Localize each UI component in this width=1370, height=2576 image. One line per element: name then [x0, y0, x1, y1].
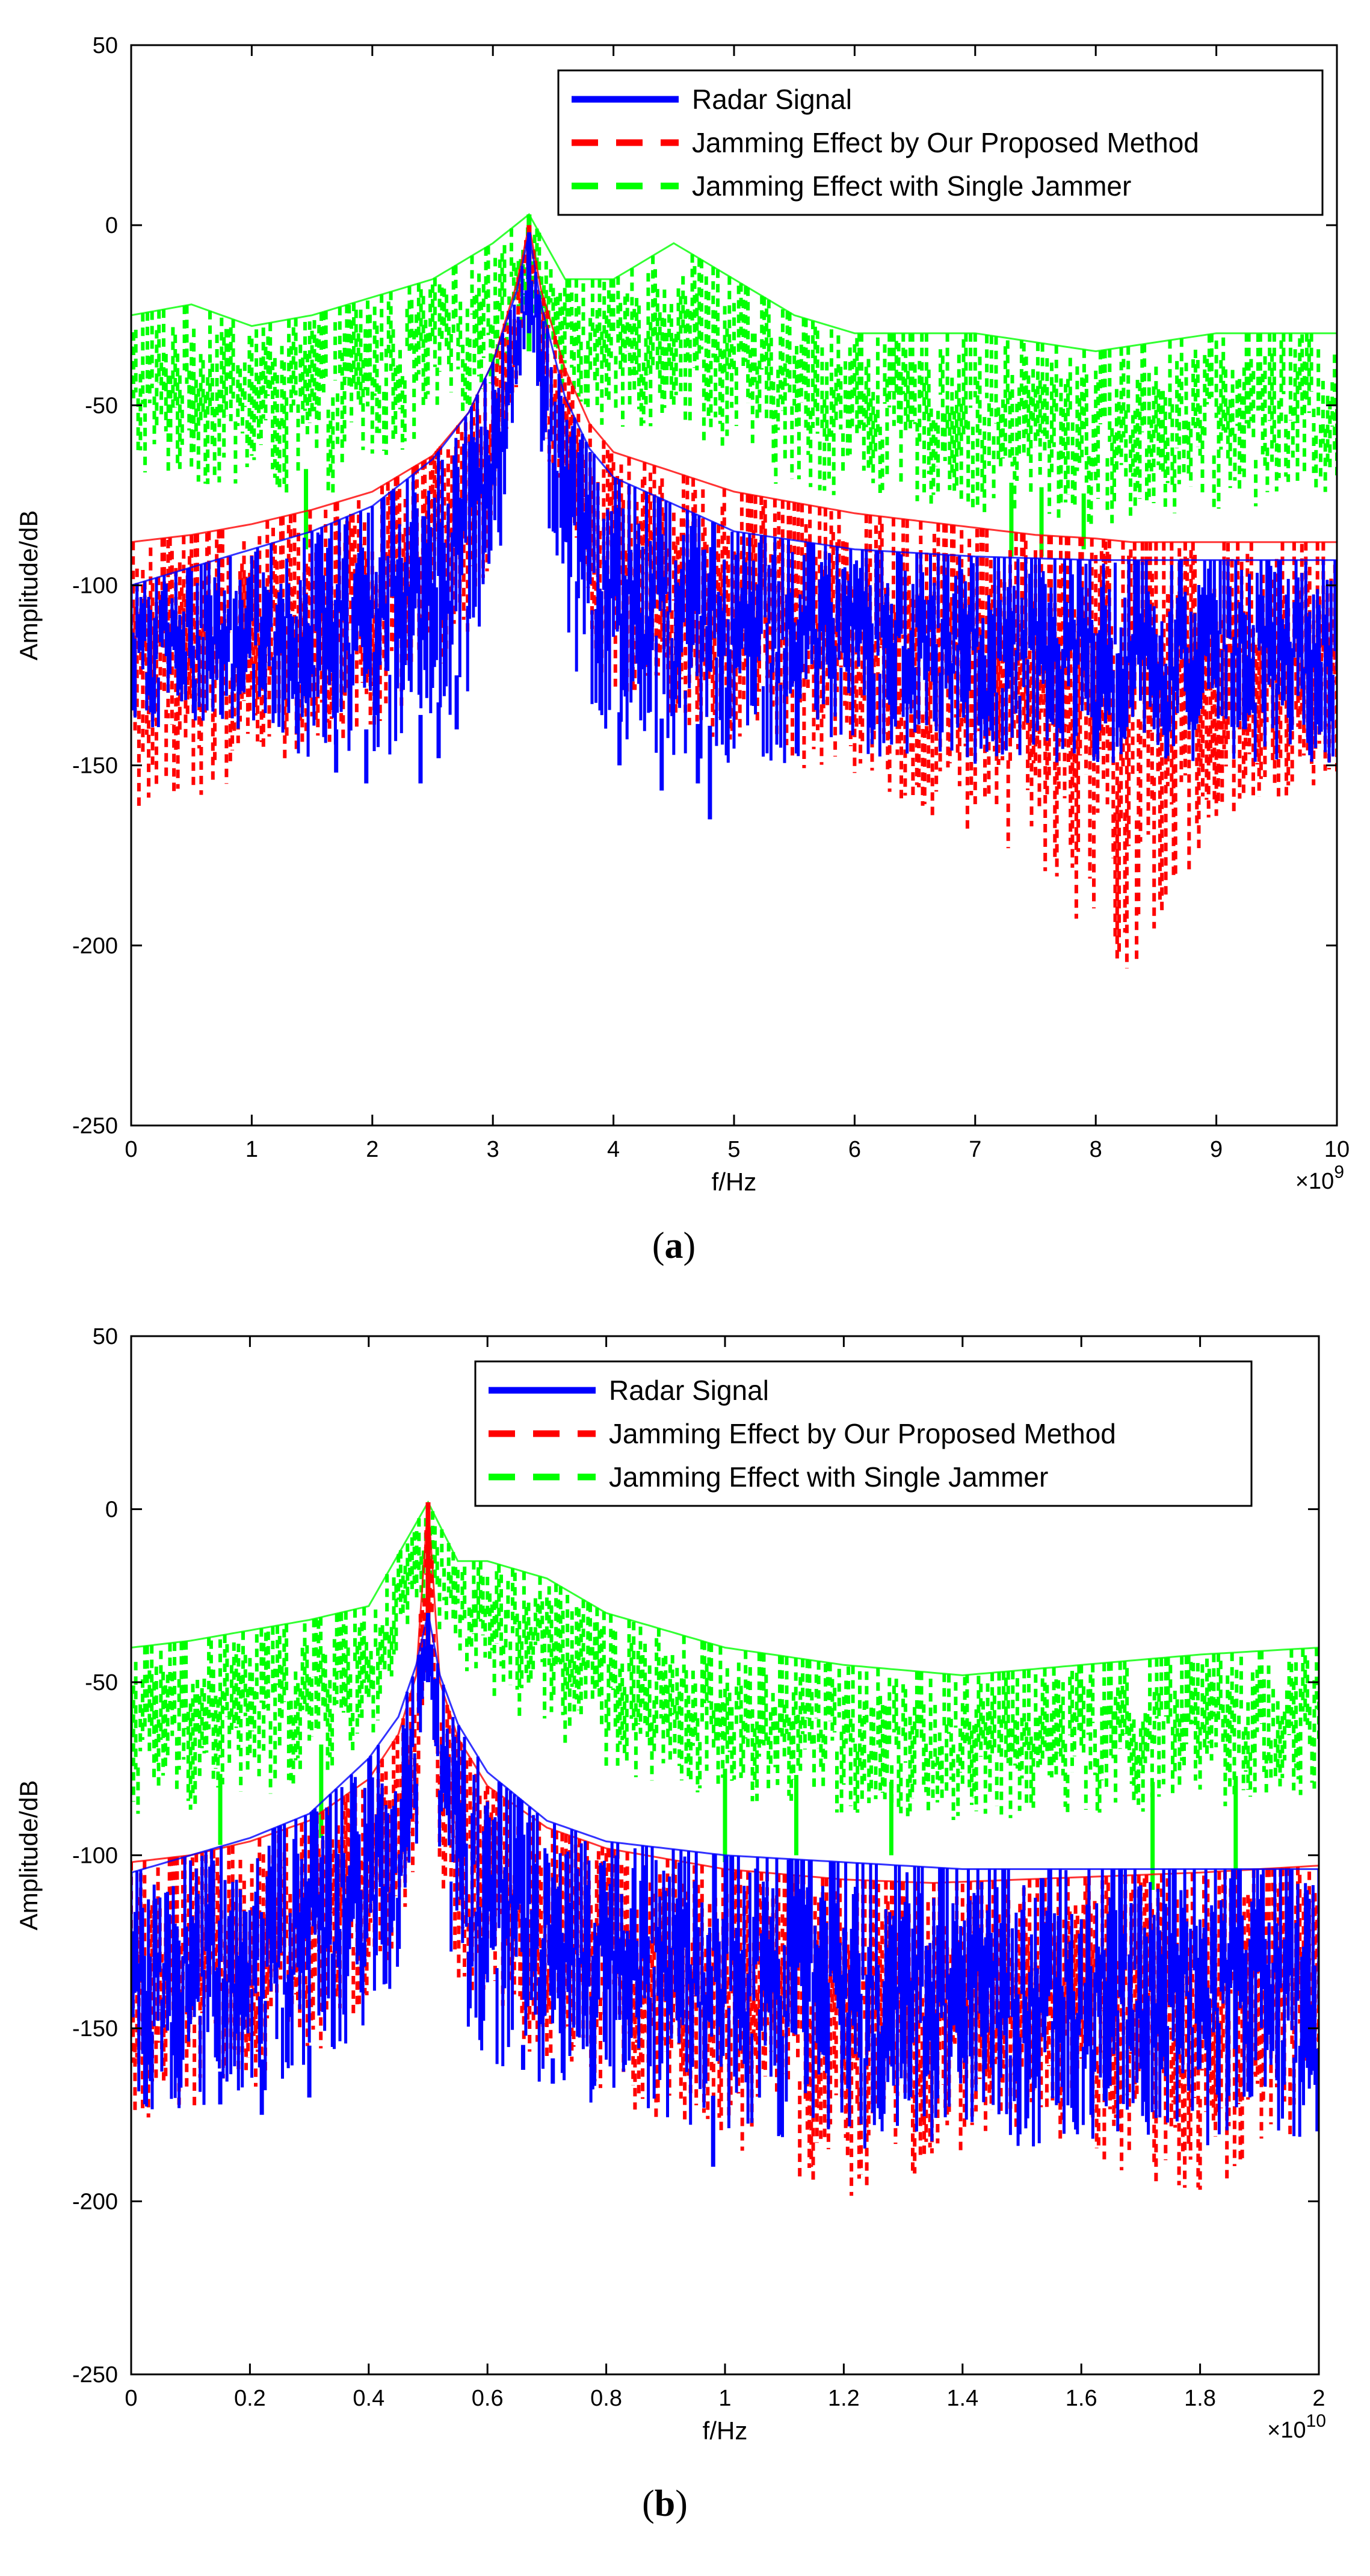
series-envelope — [131, 232, 1337, 586]
x-tick-label: 0 — [125, 2386, 137, 2411]
x-tick-label: 1.6 — [1066, 2386, 1097, 2411]
x-tick-label: 6 — [848, 1137, 861, 1162]
series-envelope — [131, 212, 1337, 353]
x-tick-label: 0.2 — [234, 2386, 266, 2411]
y-tick-label: -150 — [72, 2016, 118, 2042]
x-tick-label: 0.4 — [353, 2386, 384, 2411]
legend-label-2: Jamming Effect by Our Proposed Method — [692, 127, 1199, 158]
series-radar-signal — [131, 1612, 1319, 2167]
y-tick-label: -250 — [72, 2362, 118, 2388]
chart-b: 0 0.2 0.4 0.6 0.8 1 1.2 1.4 1.6 1.8 2 50 0 -50 -100 -15… — [14, 1324, 1326, 2524]
x-exponent-label: ×109 — [1295, 1162, 1344, 1194]
series-envelope — [131, 1612, 1319, 1874]
y-axis-label: Amplitude/dB — [14, 510, 43, 661]
x-tick-label: 8 — [1090, 1137, 1102, 1162]
x-tick-label: 1 — [718, 2386, 731, 2411]
series-envelope — [131, 1500, 1319, 1677]
series-noise-band — [131, 241, 1337, 764]
series-envelope — [131, 224, 1337, 543]
y-tick-label: 50 — [93, 33, 118, 58]
y-tick-label: 0 — [105, 1497, 118, 1523]
x-exponent-power: 10 — [1306, 2411, 1326, 2431]
x-exponent-base: ×10 — [1295, 1169, 1334, 1194]
y-tick-label: -50 — [85, 1670, 118, 1695]
x-exponent-base: ×10 — [1267, 2418, 1306, 2443]
x-tick-label: 2 — [366, 1137, 378, 1162]
x-tick-label: 5 — [727, 1137, 740, 1162]
caption-close: ) — [683, 1225, 696, 1266]
x-tick-label: 1.2 — [828, 2386, 860, 2411]
x-tick-label: 2 — [1312, 2386, 1325, 2411]
y-tick-label: -100 — [72, 1844, 118, 1869]
y-tick-label: -100 — [72, 574, 118, 599]
x-tick-label: 4 — [607, 1137, 620, 1162]
caption-open: ( — [642, 2483, 655, 2524]
x-tick-label: 0.8 — [590, 2386, 622, 2411]
y-tick-label: 0 — [105, 213, 118, 238]
caption-open: ( — [652, 1225, 665, 1266]
legend-label-3: Jamming Effect with Single Jammer — [692, 170, 1131, 202]
y-tick-label: -200 — [72, 933, 118, 959]
caption-close: ) — [675, 2483, 688, 2524]
x-tick-label: 1.4 — [946, 2386, 978, 2411]
series-noise-band — [131, 1621, 1319, 2149]
series-layer — [131, 212, 1337, 969]
legend-label-1: Radar Signal — [609, 1375, 769, 1406]
figure-caption: (a) — [652, 1225, 696, 1266]
legend-box — [557, 69, 1324, 216]
series-radar-signal — [131, 232, 1337, 820]
y-tick-label: -250 — [72, 1113, 118, 1139]
series-single-jammer — [131, 1500, 1319, 1890]
y-tick-label: -150 — [72, 754, 118, 779]
series-layer — [131, 1500, 1319, 2196]
x-tick-label: 3 — [487, 1137, 499, 1162]
x-tick-label: 1 — [245, 1137, 258, 1162]
series-noise-band — [131, 1502, 1319, 1820]
caption-letter: b — [655, 2483, 675, 2524]
caption-letter: a — [665, 1225, 683, 1266]
y-tick-label: -200 — [72, 2190, 118, 2215]
x-tick-label: 10 — [1324, 1137, 1350, 1162]
y-tick-label: 50 — [93, 1324, 118, 1349]
x-axis-label: f/Hz — [712, 1168, 757, 1196]
legend-label-1: Radar Signal — [692, 84, 852, 115]
x-axis-label: f/Hz — [703, 2417, 748, 2445]
legend: Radar Signal Jamming Effect by Our Propos… — [474, 1360, 1253, 1507]
y-tick-label: -50 — [85, 393, 118, 418]
x-tick-label: 1.8 — [1184, 2386, 1216, 2411]
legend: Radar Signal Jamming Effect by Our Propos… — [557, 69, 1324, 216]
y-axis-label: Amplitude/dB — [14, 1780, 43, 1931]
x-tick-label: 7 — [969, 1137, 981, 1162]
legend-label-3: Jamming Effect with Single Jammer — [609, 1461, 1048, 1493]
legend-label-2: Jamming Effect by Our Proposed Method — [609, 1418, 1116, 1449]
x-exponent-power: 9 — [1334, 1162, 1344, 1182]
x-tick-label: 9 — [1210, 1137, 1223, 1162]
figure-caption: (b) — [642, 2483, 688, 2524]
x-tick-label: 0 — [125, 1137, 137, 1162]
x-tick-label: 0.6 — [472, 2386, 504, 2411]
chart-a: 0 1 2 3 4 5 6 7 8 9 10500-50-100-150-200-250×109f/… — [14, 33, 1350, 1266]
x-exponent-label: ×1010 — [1267, 2411, 1326, 2443]
legend-box — [474, 1360, 1253, 1507]
